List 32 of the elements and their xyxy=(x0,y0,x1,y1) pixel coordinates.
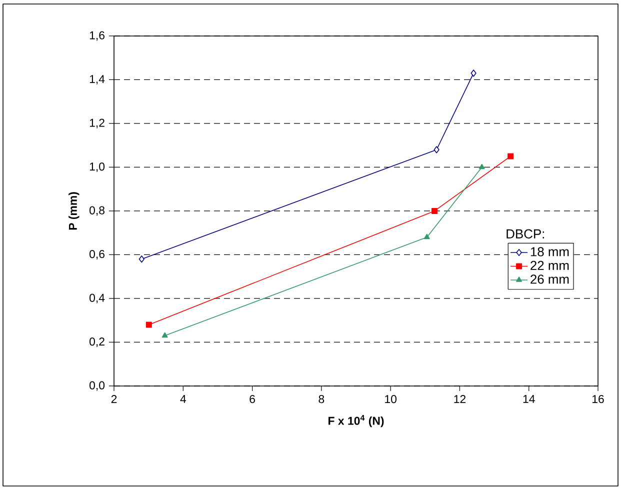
x-axis-title: F x 10$^{4}$ (N) xyxy=(328,414,384,428)
x-tick-label: 4 xyxy=(180,395,186,403)
y-tick-label: 0,0 xyxy=(90,381,105,391)
y-tick-label: 0,6 xyxy=(90,250,104,260)
x-tick-label: 14 xyxy=(523,395,535,403)
y-tick-label: 1,0 xyxy=(90,162,105,172)
point xyxy=(424,234,430,240)
point xyxy=(478,164,485,170)
x-tick-label: 8 xyxy=(318,395,324,404)
point xyxy=(146,322,152,328)
y-tick-label: 0,2 xyxy=(90,338,104,347)
legend-title: DBCP: xyxy=(506,229,544,238)
point xyxy=(470,70,476,77)
x-tick-label: 10 xyxy=(385,395,396,404)
x-tick-label: 6 xyxy=(250,395,255,404)
legend-label: 22 mm xyxy=(530,260,569,270)
x-tick-label: 12 xyxy=(454,395,466,404)
y-tick-label: 1,4 xyxy=(90,75,105,84)
point xyxy=(434,146,440,154)
y-axis-title: P (mm) xyxy=(68,192,80,230)
y-tick-label: 1,6 xyxy=(90,31,104,41)
point xyxy=(508,153,514,160)
y-tick-label: 0,8 xyxy=(90,206,104,216)
x-tick-label: 2 xyxy=(111,395,117,404)
legend-label: 18 mm xyxy=(530,247,569,256)
legend-label: 26 mm xyxy=(530,274,569,284)
point xyxy=(431,208,438,214)
y-tick-label: 0,4 xyxy=(90,294,105,304)
y-tick-label: 1,2 xyxy=(90,118,104,128)
point xyxy=(162,332,168,338)
x-tick-label: 16 xyxy=(592,395,604,404)
point xyxy=(138,256,144,263)
